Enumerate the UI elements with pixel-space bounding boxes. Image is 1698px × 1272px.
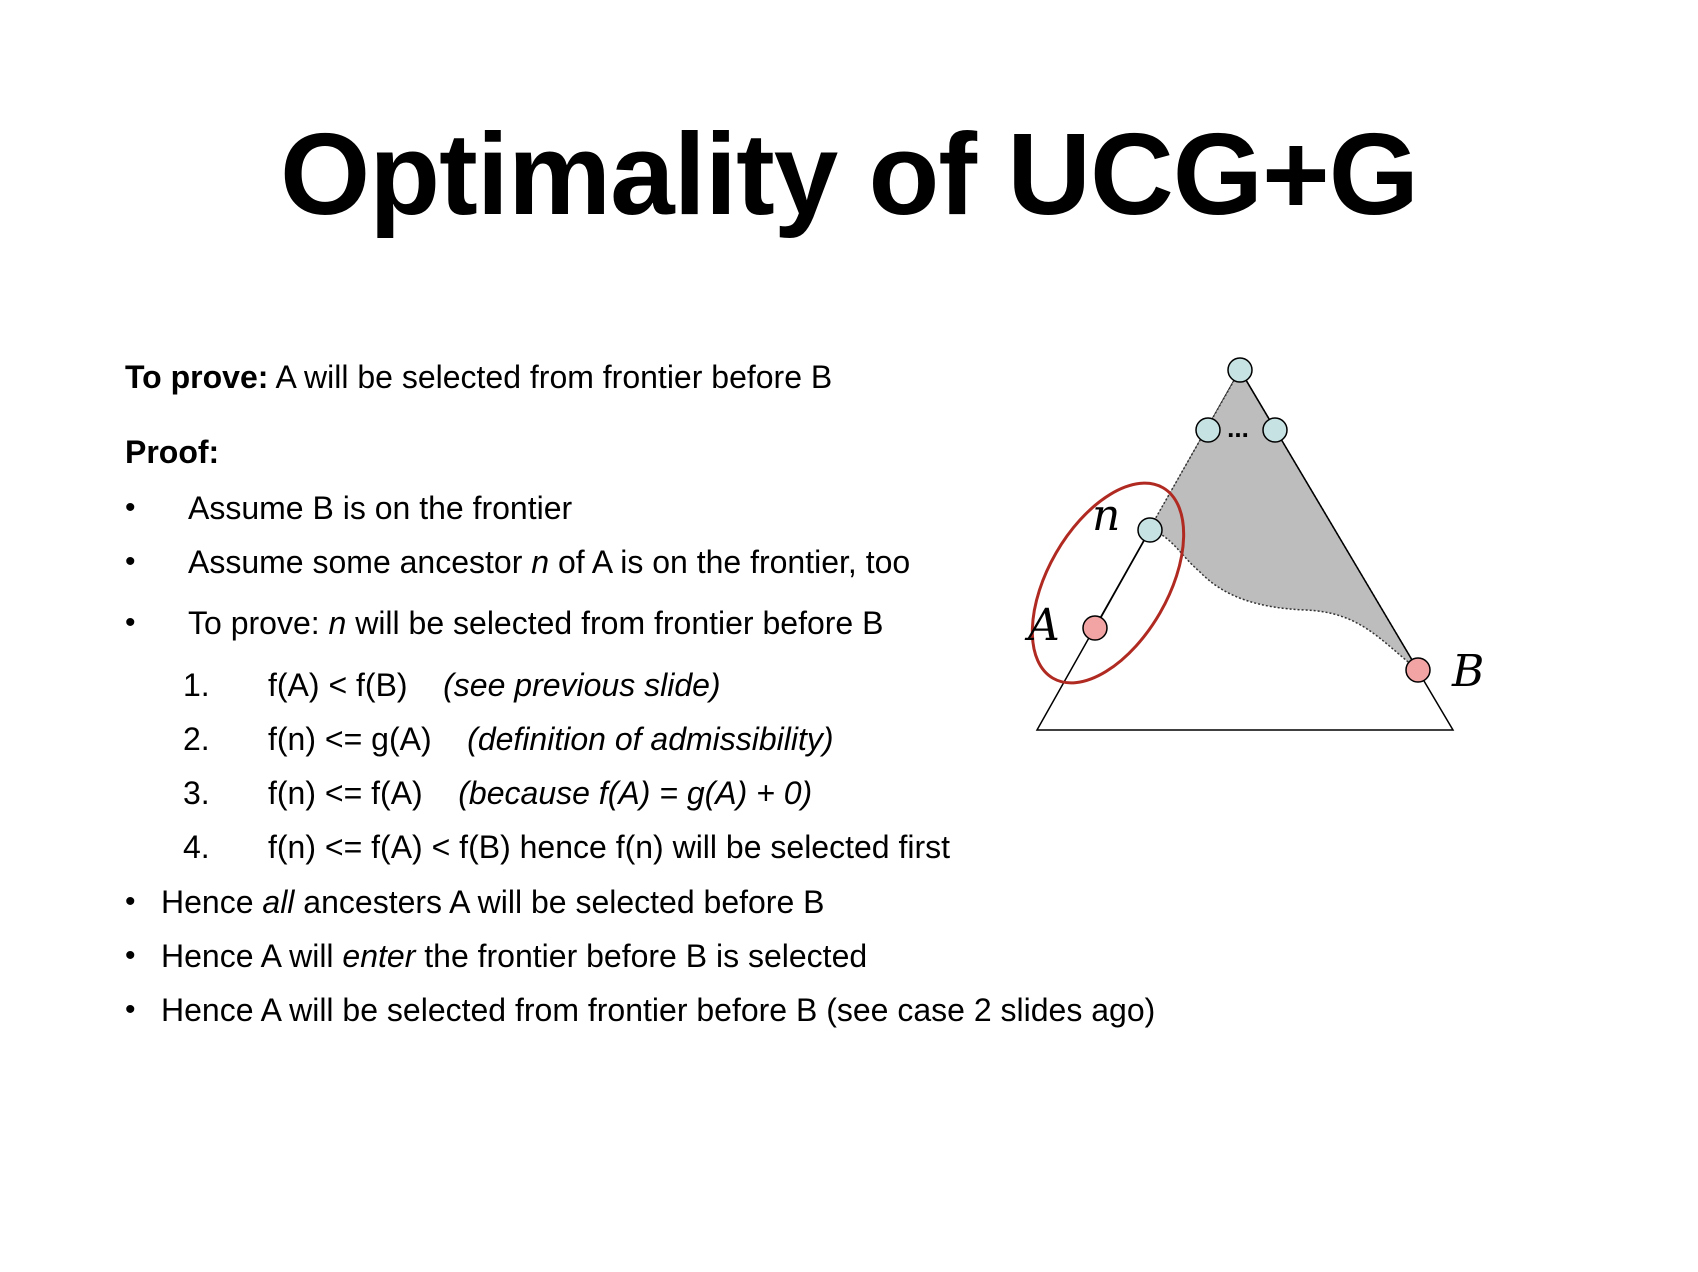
- step-expr: f(n) <= f(A) < f(B) hence f(n) will be s…: [268, 829, 951, 865]
- bullet-assume-b: Assume B is on the frontier: [188, 488, 572, 528]
- to-prove-text: A will be selected from frontier before …: [268, 359, 833, 395]
- slide-title: Optimality of UCG+G: [280, 109, 1419, 239]
- conclusion-pre: Hence A will: [161, 938, 343, 974]
- bullet-glyph: •: [125, 491, 136, 524]
- step-expr: f(n) <= g(A): [268, 721, 432, 757]
- conclusion-pre: Hence: [161, 884, 263, 920]
- label-n: n: [1092, 490, 1120, 541]
- node-b: [1405, 657, 1431, 683]
- proof-label: Proof:: [125, 434, 220, 470]
- explored-region: [1148, 368, 1419, 671]
- bullet-text-post: will be selected from frontier before B: [346, 605, 884, 641]
- bullet-glyph: •: [125, 885, 136, 918]
- step-3: f(n) <= f(A) (because f(A) = g(A) + 0): [268, 773, 812, 813]
- to-prove-label: To prove:: [125, 359, 269, 395]
- frontier-node-right: [1262, 417, 1288, 443]
- bullet-assume-ancestor: Assume some ancestor n of A is on the fr…: [188, 542, 910, 582]
- bullet-to-prove-n: To prove: n will be selected from fronti…: [188, 603, 883, 643]
- step-number: 1.: [183, 667, 210, 703]
- step-2: f(n) <= g(A) (definition of admissibilit…: [268, 719, 834, 759]
- bullet-glyph: •: [125, 545, 136, 578]
- bullet-glyph: •: [125, 939, 136, 972]
- step-expr: f(n) <= f(A): [268, 775, 423, 811]
- step-1: f(A) < f(B) (see previous slide): [268, 665, 721, 705]
- conclusion-enter-frontier: Hence A will enter the frontier before B…: [161, 936, 867, 976]
- conclusion-all-ancestors: Hence all ancesters A will be selected b…: [161, 882, 824, 922]
- conclusion-pre: Hence A will be selected from frontier b…: [161, 992, 1156, 1028]
- bullet-text: Assume B is on the frontier: [188, 490, 573, 526]
- conclusion-em: enter: [342, 938, 416, 974]
- node-n: [1137, 517, 1163, 543]
- node-a: [1082, 615, 1108, 641]
- bullet-text-pre: To prove:: [188, 605, 329, 641]
- to-prove-line: To prove: A will be selected from fronti…: [125, 357, 832, 397]
- step-note: (definition of admissibility): [467, 721, 834, 757]
- step-expr: f(A) < f(B): [268, 667, 408, 703]
- conclusion-em: all: [262, 884, 295, 920]
- bullet-glyph: •: [125, 993, 136, 1026]
- step-number: 3.: [183, 775, 210, 811]
- bullet-glyph: •: [125, 606, 136, 639]
- label-a: A: [1024, 600, 1060, 651]
- bullet-text-post: of A is on the frontier, too: [549, 544, 911, 580]
- bullet-text-em: n: [531, 544, 550, 580]
- frontier-node-left: [1195, 417, 1221, 443]
- bullet-text-em: n: [328, 605, 347, 641]
- root-node: [1227, 357, 1253, 383]
- step-number: 2.: [183, 721, 210, 757]
- label-b: B: [1451, 646, 1484, 697]
- step-note: (see previous slide): [443, 667, 721, 703]
- path-n-to-a: [1094, 529, 1151, 629]
- bullet-text-pre: Assume some ancestor: [188, 544, 532, 580]
- step-number: 4.: [183, 829, 210, 865]
- conclusion-selected-before-b: Hence A will be selected from frontier b…: [161, 990, 1155, 1030]
- ancestor-ellipse: [1030, 481, 1186, 685]
- step-note: (because f(A) = g(A) + 0): [458, 775, 813, 811]
- conclusion-post: ancesters A will be selected before B: [294, 884, 825, 920]
- conclusion-post: the frontier before B is selected: [415, 938, 868, 974]
- ellipsis-label: ...: [1227, 413, 1249, 443]
- step-4: f(n) <= f(A) < f(B) hence f(n) will be s…: [268, 827, 950, 867]
